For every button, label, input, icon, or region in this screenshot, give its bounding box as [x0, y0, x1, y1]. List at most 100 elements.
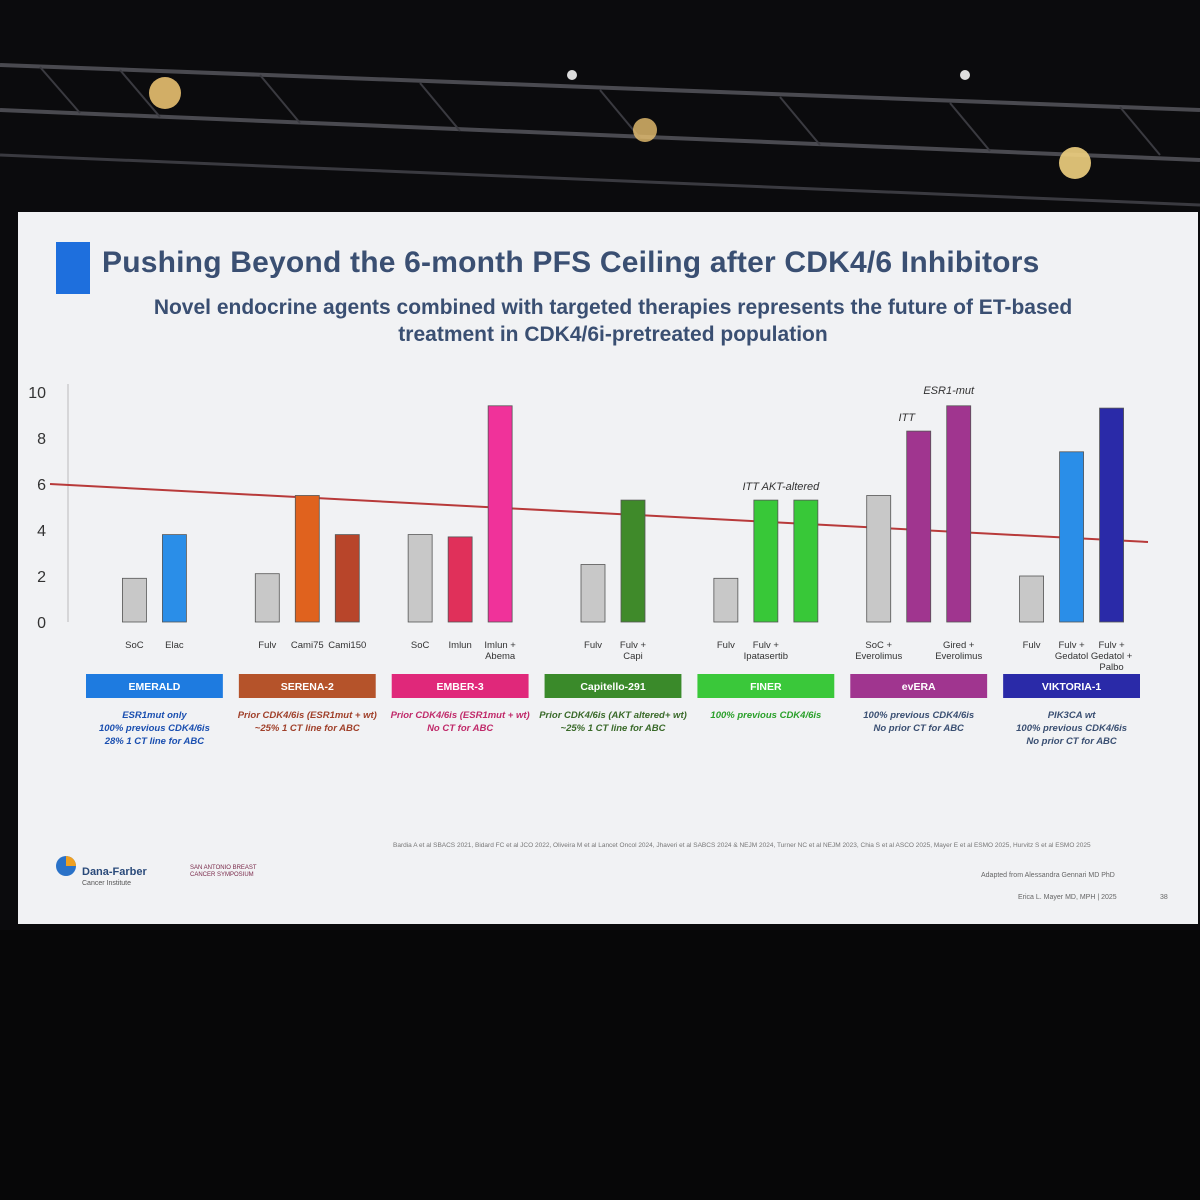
trial-note: ~25% 1 CT line for ABC — [561, 723, 666, 734]
pfs-ceiling-line — [49, 483, 1149, 543]
trial-note: No CT for ABC — [427, 723, 493, 734]
trial-name: SERENA-2 — [281, 681, 334, 693]
trial-name: VIKTORIA-1 — [1042, 681, 1101, 693]
bar-label: SoC — [411, 640, 430, 651]
dfci-subname: Cancer Institute — [82, 880, 132, 887]
bar — [753, 499, 779, 623]
dfci-name: Dana-Farber — [82, 866, 147, 878]
y-tick-label: 8 — [37, 431, 46, 448]
pfs-bar-chart: 0 2 4 6 8 10 SoC Elac EMERALD ESR1mut only 100% pr… — [28, 384, 1149, 747]
presentation-slide: Pushing Beyond the 6-month PFS Ceiling a… — [18, 212, 1198, 924]
trial-name: EMERALD — [128, 681, 180, 693]
bar-label: Fulv + — [620, 640, 647, 651]
dfci-logo-text: Dana-Farber Cancer Institute — [82, 866, 147, 890]
trial-banner — [544, 674, 682, 698]
trial-banner — [850, 674, 988, 698]
bar — [254, 573, 280, 623]
bar — [946, 405, 972, 623]
bar — [487, 405, 513, 623]
trial-banner — [697, 674, 835, 698]
stage-light — [567, 70, 577, 80]
trial-name: EMBER-3 — [437, 681, 484, 693]
trial-note: 100% previous CDK4/6is — [1016, 723, 1127, 734]
bar — [866, 495, 892, 623]
bar — [1099, 407, 1124, 623]
annotation-itt: ITT — [898, 412, 916, 424]
trial-note: ESR1mut only — [122, 710, 187, 721]
trial-note: 28% 1 CT line for ABC — [104, 736, 205, 747]
trial-note: No prior CT for ABC — [1026, 736, 1117, 747]
stage-light — [960, 70, 970, 80]
bar-label: Imlun + — [484, 640, 516, 651]
y-tick-label: 2 — [37, 569, 46, 586]
bar-label: Elac — [165, 640, 184, 651]
bar-label: Imlun — [449, 640, 472, 651]
page-number: 38 — [1160, 894, 1168, 901]
bar — [906, 430, 932, 623]
slide-subtitle: Novel endocrine agents combined with tar… — [153, 296, 1073, 346]
author-credit: Erica L. Mayer MD, MPH | 2025 — [1018, 894, 1117, 901]
bar — [1019, 575, 1044, 623]
stage-light — [633, 118, 657, 142]
stage-light — [1059, 147, 1091, 179]
auditorium-floor — [0, 930, 1200, 1200]
trial-note: Prior CDK4/6is (ESR1mut + wt) — [238, 710, 377, 721]
trial-banner — [391, 674, 529, 698]
bar-label: Gedatol — [1055, 651, 1088, 662]
trial-note: 100% previous CDK4/6is — [710, 710, 821, 721]
bar-label: Everolimus — [855, 651, 902, 662]
bar — [407, 534, 433, 623]
stage-truss — [0, 63, 1200, 207]
bar-label: SoC — [125, 640, 144, 651]
slide-title: Pushing Beyond the 6-month PFS Ceiling a… — [102, 246, 1040, 279]
bar-label: Fulv — [584, 640, 602, 651]
trial-name: FINER — [750, 681, 782, 693]
bar — [447, 536, 473, 623]
trial-note: 100% previous CDK4/6is — [99, 723, 210, 734]
title-accent — [56, 242, 90, 294]
bar — [122, 577, 147, 623]
y-tick-label: 10 — [28, 385, 46, 402]
bar-label: Ipatasertib — [744, 651, 788, 662]
y-tick-label: 0 — [37, 615, 46, 632]
annotation-esr1: ESR1-mut — [923, 385, 975, 397]
bar — [620, 499, 646, 623]
bar — [580, 564, 606, 623]
bar — [294, 495, 320, 623]
bar-label: Fulv — [258, 640, 276, 651]
bar-label: Palbo — [1099, 662, 1123, 673]
trial-name: Capitello-291 — [580, 681, 646, 693]
trial-note: Prior CDK4/6is (AKT altered+ wt) — [539, 710, 687, 721]
bar-label: Gired + — [943, 640, 975, 651]
bar-label: Capi — [623, 651, 643, 662]
bar-label: Fulv + — [1059, 640, 1086, 651]
trial-note: ~25% 1 CT line for ABC — [255, 723, 360, 734]
annotation-finer: ITT AKT-altered — [742, 481, 820, 493]
references: Bardia A et al SBACS 2021, Bidard FC et … — [393, 842, 1091, 849]
bar — [713, 577, 739, 623]
bar-label: Fulv — [717, 640, 735, 651]
y-tick-label: 6 — [37, 477, 46, 494]
bar-label: SoC + — [865, 640, 892, 651]
bar — [334, 534, 360, 623]
y-tick-label: 4 — [37, 523, 46, 540]
bar-label: Everolimus — [935, 651, 982, 662]
trial-banner — [1003, 674, 1140, 698]
bar — [1059, 451, 1084, 623]
trial-note: Prior CDK4/6is (ESR1mut + wt) — [391, 710, 530, 721]
trial-note: 100% previous CDK4/6is — [863, 710, 974, 721]
bar-label: Fulv + — [753, 640, 780, 651]
trial-name: evERA — [902, 681, 936, 693]
sabcs-logo: SAN ANTONIO BREAST CANCER SYMPOSIUM — [190, 865, 257, 878]
stage-light — [149, 77, 181, 109]
trial-banner — [86, 674, 223, 698]
bar-label: Abema — [485, 651, 516, 662]
trial-banner — [238, 674, 376, 698]
bar-label: Fulv — [1023, 640, 1041, 651]
trial-note: No prior CT for ABC — [874, 723, 965, 734]
dfci-logo-icon — [56, 856, 76, 876]
bar-label: Gedatol + — [1091, 651, 1133, 662]
bar — [793, 499, 819, 623]
bar-label: Fulv + — [1099, 640, 1126, 651]
trial-note: PIK3CA wt — [1048, 710, 1097, 721]
